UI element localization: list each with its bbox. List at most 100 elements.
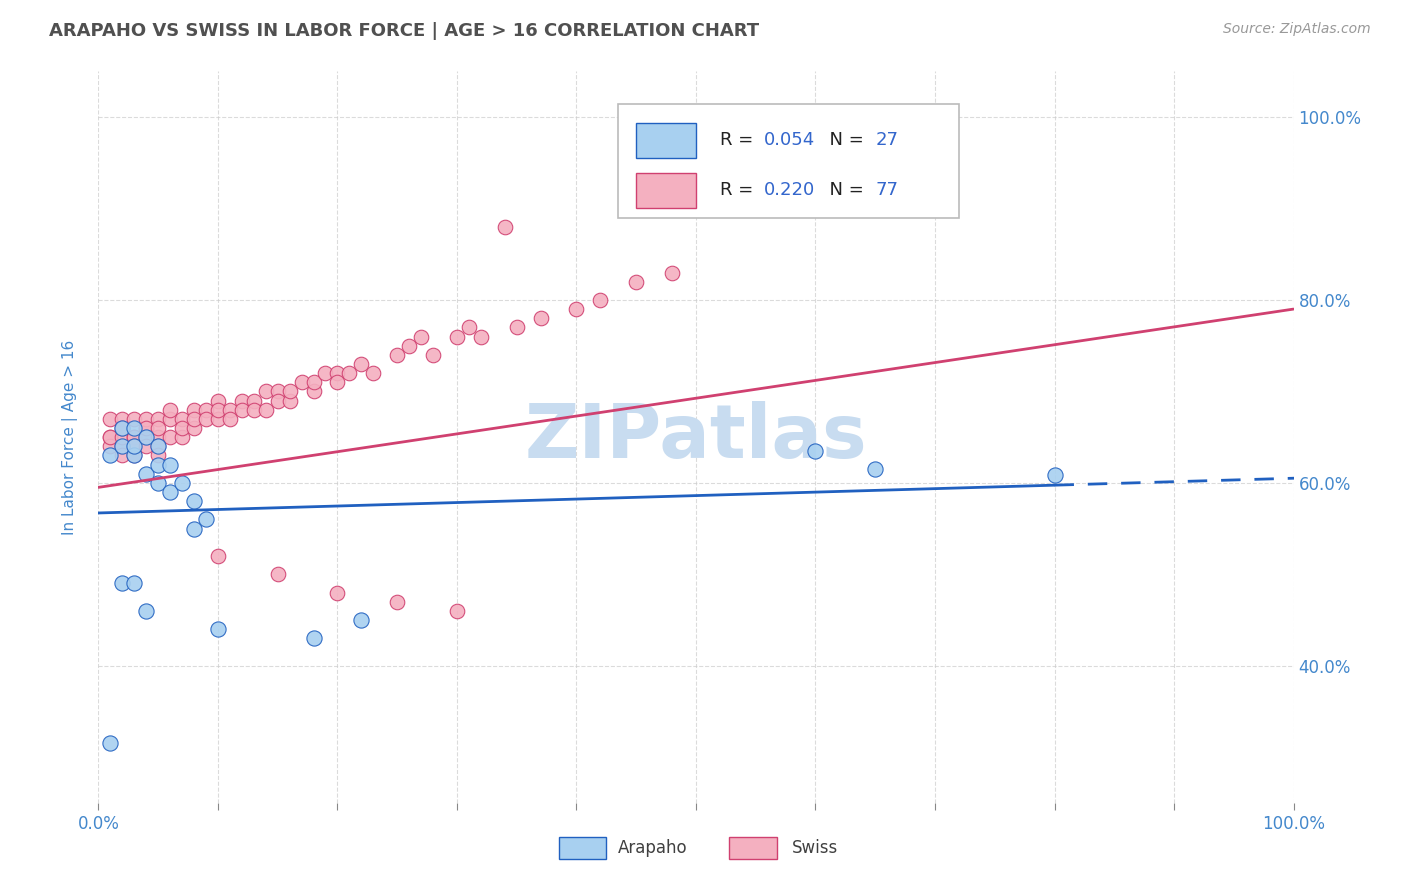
Point: [148, 421, 170, 435]
Point: [278, 393, 301, 408]
Point: [124, 576, 146, 591]
Text: ARAPAHO VS SWISS IN LABOR FORCE | AGE > 16 CORRELATION CHART: ARAPAHO VS SWISS IN LABOR FORCE | AGE > …: [49, 22, 759, 40]
Point: [350, 357, 373, 371]
Point: [148, 430, 170, 444]
Point: [195, 512, 218, 526]
Point: [195, 411, 218, 425]
Point: [172, 430, 194, 444]
Point: [326, 585, 349, 599]
Text: R =: R =: [720, 180, 759, 199]
Point: [148, 411, 170, 425]
Point: [243, 393, 266, 408]
Point: [183, 402, 205, 417]
Text: ZIPatlas: ZIPatlas: [524, 401, 868, 474]
Point: [159, 402, 181, 417]
Point: [804, 443, 827, 458]
Point: [530, 311, 553, 326]
Text: 0.054: 0.054: [763, 130, 815, 149]
FancyBboxPatch shape: [619, 104, 959, 218]
Point: [148, 439, 170, 453]
Point: [124, 421, 146, 435]
Y-axis label: In Labor Force | Age > 16: In Labor Force | Age > 16: [62, 340, 77, 534]
Point: [183, 411, 205, 425]
Point: [446, 329, 468, 343]
Text: N =: N =: [818, 130, 869, 149]
Point: [506, 320, 529, 334]
Point: [98, 430, 122, 444]
Point: [565, 301, 588, 317]
Point: [135, 421, 157, 435]
Point: [254, 402, 277, 417]
Point: [135, 411, 157, 425]
FancyBboxPatch shape: [730, 838, 778, 859]
Text: 27: 27: [876, 130, 898, 149]
Point: [315, 366, 337, 380]
Point: [267, 567, 290, 582]
Point: [231, 402, 253, 417]
FancyBboxPatch shape: [637, 173, 696, 208]
Point: [172, 475, 194, 490]
Point: [254, 384, 277, 399]
Point: [124, 449, 146, 463]
Point: [446, 604, 468, 618]
Point: [422, 348, 444, 362]
Point: [589, 293, 612, 307]
Point: [98, 430, 122, 444]
Point: [339, 366, 361, 380]
Point: [172, 411, 194, 425]
Point: [111, 421, 134, 435]
Point: [148, 458, 170, 472]
Point: [183, 521, 205, 535]
Point: [302, 632, 325, 646]
Point: [398, 339, 420, 353]
Point: [183, 494, 205, 508]
Point: [865, 462, 887, 476]
Point: [267, 393, 290, 408]
Point: [195, 402, 218, 417]
Text: Swiss: Swiss: [792, 839, 838, 857]
Point: [159, 458, 181, 472]
Point: [207, 622, 229, 636]
Point: [219, 411, 242, 425]
Point: [98, 439, 122, 453]
Point: [135, 421, 157, 435]
Point: [135, 439, 157, 453]
Point: [494, 219, 516, 234]
Point: [183, 421, 205, 435]
Point: [124, 439, 146, 453]
Point: [207, 411, 229, 425]
Point: [98, 736, 122, 750]
Point: [98, 449, 122, 463]
Point: [111, 576, 134, 591]
Text: 0.220: 0.220: [763, 180, 815, 199]
Text: Arapaho: Arapaho: [619, 839, 688, 857]
Point: [470, 329, 492, 343]
Text: R =: R =: [720, 130, 759, 149]
Point: [111, 439, 134, 453]
Point: [124, 439, 146, 453]
Point: [135, 604, 157, 618]
Point: [350, 613, 373, 627]
Text: 77: 77: [876, 180, 898, 199]
Point: [302, 384, 325, 399]
Point: [124, 430, 146, 444]
Point: [219, 402, 242, 417]
FancyBboxPatch shape: [637, 123, 696, 158]
Point: [111, 421, 134, 435]
Point: [385, 348, 409, 362]
Point: [267, 384, 290, 399]
Point: [278, 384, 301, 399]
Point: [148, 449, 170, 463]
Point: [159, 430, 181, 444]
Point: [207, 549, 229, 563]
Point: [231, 393, 253, 408]
Point: [135, 467, 157, 481]
Point: [135, 430, 157, 444]
Point: [124, 449, 146, 463]
Point: [148, 439, 170, 453]
Point: [385, 595, 409, 609]
Point: [172, 421, 194, 435]
Point: [661, 266, 683, 280]
Text: N =: N =: [818, 180, 869, 199]
Point: [124, 430, 146, 444]
